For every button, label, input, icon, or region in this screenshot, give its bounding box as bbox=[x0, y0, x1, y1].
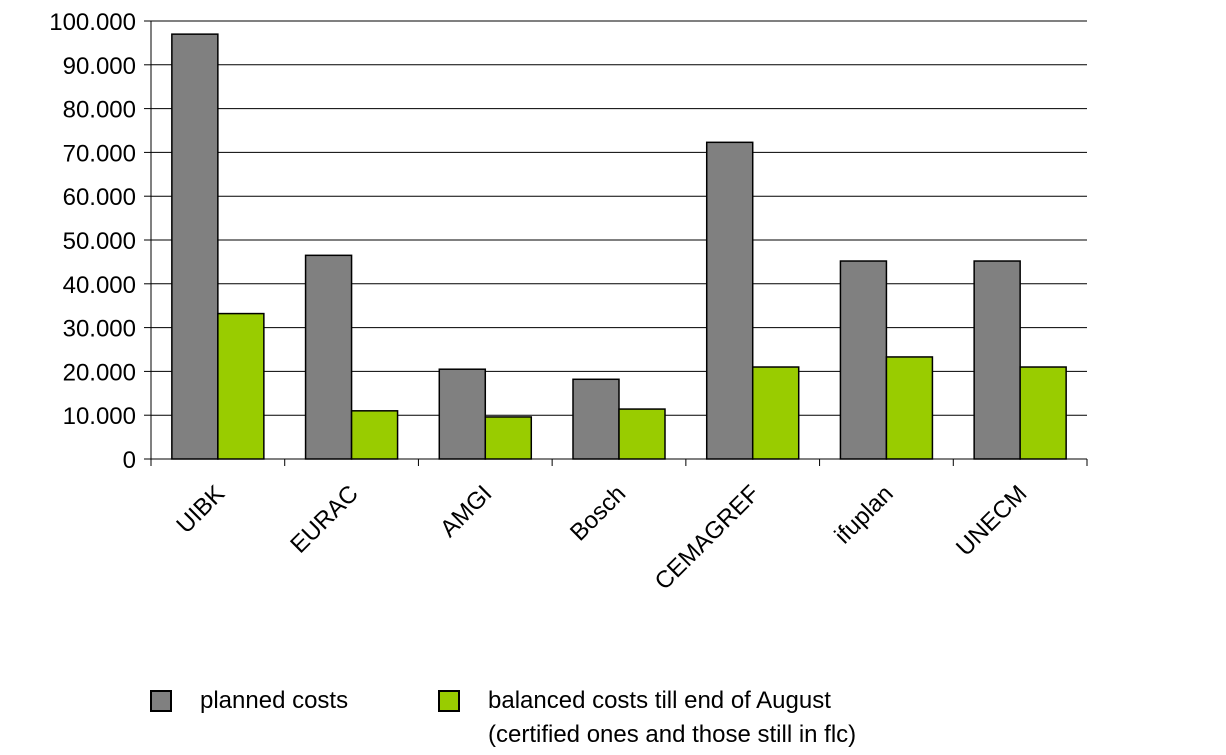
y-tick-label: 20.000 bbox=[63, 359, 136, 386]
bar-balanced-bosch bbox=[618, 408, 666, 460]
bar-planned-unecm bbox=[973, 260, 1021, 460]
bar-balanced-ifuplan bbox=[885, 356, 934, 460]
x-tick-label-eurac: EURAC bbox=[285, 480, 363, 558]
y-tick-label: 40.000 bbox=[63, 272, 136, 299]
gridlines bbox=[151, 20, 1087, 416]
legend-label-balanced-line2: (certified ones and those still in flc) bbox=[488, 721, 857, 748]
y-tick-label: 0 bbox=[123, 447, 136, 474]
bar-balanced-uibk bbox=[217, 312, 265, 460]
y-tick-label: 50.000 bbox=[63, 228, 136, 255]
y-tick-label: 30.000 bbox=[63, 316, 136, 343]
bar-planned-eurac bbox=[304, 254, 353, 460]
bar-planned-ifuplan bbox=[839, 260, 888, 460]
y-tick-label: 70.000 bbox=[63, 140, 136, 167]
y-tick-label: 10.000 bbox=[63, 403, 136, 430]
bar-balanced-eurac bbox=[350, 410, 399, 460]
x-tick-labels: UIBK EURAC AMGI Bosch CEMAGREF ifuplan UNECM bbox=[171, 480, 1032, 595]
y-tick-label: 100.000 bbox=[49, 9, 136, 36]
axes bbox=[144, 20, 1088, 466]
x-tick-label-bosch: Bosch bbox=[565, 480, 631, 546]
bars bbox=[171, 33, 1067, 460]
x-tick-label-amgi: AMGI bbox=[435, 480, 497, 542]
bar-balanced-cemagref bbox=[751, 366, 800, 460]
y-tick-label: 60.000 bbox=[63, 184, 136, 211]
legend-label-planned: planned costs bbox=[200, 687, 349, 714]
x-tick-label-cemagref: CEMAGREF bbox=[650, 480, 765, 595]
bar-planned-cemagref bbox=[705, 141, 754, 460]
legend-swatch-planned bbox=[150, 690, 172, 712]
y-tick-labels: 0 10.000 20.000 30.000 40.000 50.000 60.000 70.… bbox=[49, 9, 136, 474]
legend: planned costs balanced costs till end of… bbox=[150, 684, 1150, 754]
legend-label-balanced-line1: balanced costs till end of August bbox=[488, 687, 831, 714]
x-tick-label-ifuplan: ifuplan bbox=[830, 480, 899, 549]
bar-planned-bosch bbox=[572, 378, 620, 460]
legend-swatch-balanced bbox=[438, 690, 460, 712]
x-tick-label-unecm: UNECM bbox=[951, 480, 1032, 561]
bar-planned-uibk bbox=[171, 33, 219, 460]
x-tick-label-uibk: UIBK bbox=[171, 480, 230, 539]
y-tick-label: 80.000 bbox=[63, 97, 136, 124]
y-tick-label: 90.000 bbox=[63, 53, 136, 80]
bar-balanced-amgi bbox=[484, 416, 533, 460]
bar-balanced-unecm bbox=[1019, 366, 1067, 460]
bar-planned-amgi bbox=[438, 368, 487, 460]
